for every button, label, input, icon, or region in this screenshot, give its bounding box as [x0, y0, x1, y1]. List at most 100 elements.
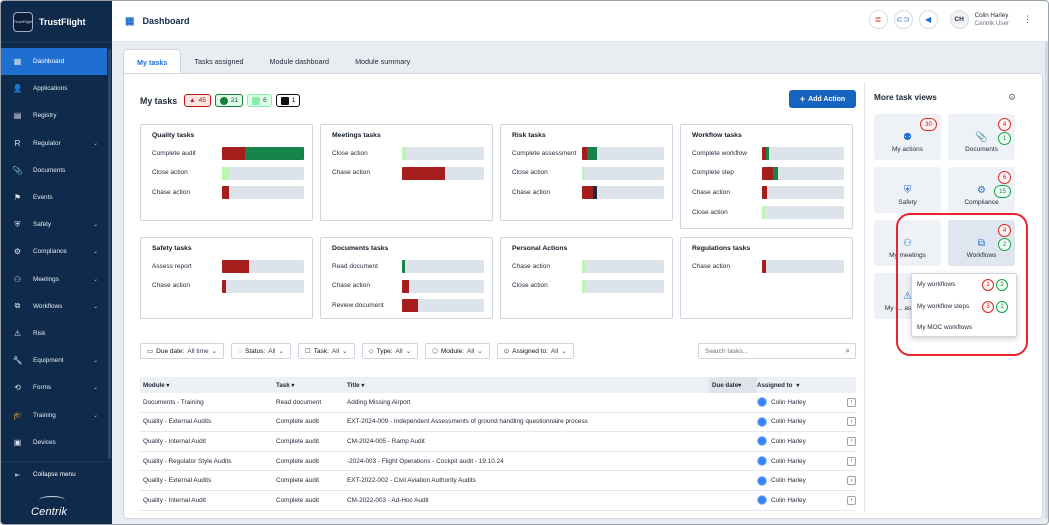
task-row[interactable]: Chase action [692, 260, 847, 273]
link-icon[interactable]: ⊂⊃ [893, 10, 913, 29]
task-row[interactable]: Close action [332, 147, 487, 160]
database-icon[interactable]: ≣ [868, 10, 888, 29]
sidebar-item-regulator[interactable]: R Regulator ⌄ [1, 130, 112, 157]
task-row[interactable]: Complete assessment [512, 147, 667, 160]
search-icon[interactable]: ⌕ [845, 346, 850, 355]
open-task-icon[interactable]: › [847, 456, 856, 466]
open-task-icon[interactable]: › [847, 417, 856, 427]
task-row[interactable]: Chase action [692, 186, 847, 200]
sidebar-item-equipment[interactable]: 🔧 Equipment ⌄ [1, 347, 112, 374]
task-progress-bar[interactable] [402, 279, 484, 293]
logo[interactable]: TrustFlight TrustFlight [1, 1, 112, 43]
filter-task[interactable]: ☐ Task: All ⌄ [297, 343, 355, 359]
column-header[interactable]: Assigned to ▾ [757, 382, 847, 389]
task-card[interactable]: Documents tasks Read document Chase action… [320, 237, 493, 319]
task-row[interactable]: Chase action [332, 166, 487, 180]
task-progress-bar[interactable] [582, 260, 664, 273]
task-row[interactable]: Close action [692, 205, 847, 219]
upcoming-badge[interactable]: 6 [247, 94, 272, 107]
sidebar-item-events[interactable]: ⚑ Events [1, 184, 112, 211]
task-row[interactable]: Chase action [512, 186, 667, 200]
open-task-icon[interactable]: › [847, 436, 856, 446]
open-task-icon[interactable]: › [847, 397, 856, 407]
megaphone-icon[interactable]: ◀ [918, 10, 938, 29]
view-tile-my-actions[interactable]: ⚉ My actions 30 [874, 114, 941, 160]
task-card[interactable]: Workflow tasks Complete workflow Complete … [680, 124, 853, 229]
sidebar-item-workflows[interactable]: ⧉ Workflows ⌄ [1, 293, 112, 320]
filter-assigned-to[interactable]: ⊙ Assigned to: All ⌄ [496, 343, 574, 359]
column-header[interactable]: Module ▾ [140, 382, 276, 389]
sidebar-scrollbar[interactable] [108, 49, 111, 459]
task-progress-bar[interactable] [402, 147, 484, 160]
task-progress-bar[interactable] [222, 260, 304, 273]
task-card[interactable]: Meetings tasks Close action Chase action [320, 124, 493, 221]
task-progress-bar[interactable] [582, 147, 664, 160]
task-row[interactable]: Close action [512, 279, 667, 293]
task-row[interactable]: Chase action [332, 279, 487, 293]
task-progress-bar[interactable] [762, 147, 844, 160]
sidebar-item-risk[interactable]: ⚠ Risk [1, 320, 112, 347]
sidebar-item-dashboard[interactable]: ▦ Dashboard [1, 48, 107, 76]
view-tile-safety[interactable]: ⛨ Safety [874, 167, 941, 213]
task-row[interactable]: Chase action [512, 260, 667, 273]
task-progress-bar[interactable] [582, 186, 664, 200]
on-track-badge[interactable]: 21 [214, 94, 244, 107]
task-row[interactable]: Complete step [692, 166, 847, 180]
filter-type[interactable]: ◇ Type: All ⌄ [361, 343, 419, 359]
add-action-button[interactable]: + Add Action [789, 90, 856, 108]
open-task-icon[interactable]: › [847, 495, 856, 505]
column-header[interactable]: Due date ▾ [709, 377, 757, 393]
tab-my-tasks[interactable]: My tasks [123, 49, 182, 74]
view-tile-workflows[interactable]: ⧉ Workflows 4 2 [948, 220, 1015, 266]
task-progress-bar[interactable] [222, 147, 304, 160]
table-row[interactable]: Quality - External Audits Complete audit E… [140, 413, 856, 433]
filter-due-date[interactable]: ▭ Due date: All time ⌄ [140, 343, 225, 359]
task-progress-bar[interactable] [582, 166, 664, 180]
sidebar-item-meetings[interactable]: ⚇ Meetings ⌄ [1, 266, 112, 293]
task-progress-bar[interactable] [222, 186, 304, 200]
sidebar-item-safety[interactable]: ⛨ Safety ⌄ [1, 211, 112, 238]
task-progress-bar[interactable] [762, 186, 844, 200]
other-badge[interactable]: 1 [275, 94, 301, 107]
task-progress-bar[interactable] [402, 299, 484, 313]
task-row[interactable]: Chase action [152, 279, 307, 293]
collapse-menu-button[interactable]: ⇤ Collapse menu [1, 461, 112, 487]
task-progress-bar[interactable] [222, 166, 304, 180]
task-card[interactable]: Safety tasks Assess report Chase action [140, 237, 313, 319]
task-row[interactable]: Close action [512, 166, 667, 180]
task-progress-bar[interactable] [762, 166, 844, 180]
filter-module[interactable]: ⬡ Module: All ⌄ [425, 343, 490, 359]
task-progress-bar[interactable] [762, 205, 844, 219]
overdue-badge[interactable]: ▲ 45 [184, 94, 211, 107]
task-row[interactable]: Review document [332, 299, 487, 313]
popup-item-my-workflows[interactable]: My workflows [917, 281, 956, 288]
sidebar-item-training[interactable]: 🎓 Training ⌄ [1, 401, 112, 428]
sidebar-item-documents[interactable]: 📎 Documents [1, 157, 112, 184]
column-header[interactable]: Task ▾ [276, 382, 347, 389]
tab-module-summary[interactable]: Module summary [355, 57, 411, 66]
task-row[interactable]: Chase action [152, 186, 307, 200]
task-progress-bar[interactable] [402, 166, 484, 180]
task-progress-bar[interactable] [402, 260, 484, 273]
avatar[interactable]: CH [949, 10, 969, 29]
view-tile-compliance[interactable]: ⚙ Compliance 6 15 [948, 167, 1015, 213]
table-row[interactable]: Documents - Training Read document Adding … [140, 393, 856, 413]
table-row[interactable]: Quality - External Audits Complete audit E… [140, 471, 856, 491]
column-header[interactable]: Title ▾ [347, 382, 709, 389]
sidebar-item-devices[interactable]: ▣ Devices [1, 429, 112, 456]
task-row[interactable]: Close action [152, 166, 307, 180]
sidebar-item-forms[interactable]: ⟲ Forms ⌄ [1, 374, 112, 401]
search-input[interactable]: Search tasks... ⌕ [698, 343, 856, 359]
sidebar-item-applications[interactable]: 👤 Applications [1, 75, 112, 102]
open-task-icon[interactable]: › [847, 476, 856, 486]
main-scrollbar[interactable] [1045, 41, 1048, 519]
table-row[interactable]: Quality - Internal Audit Complete audit CM… [140, 491, 856, 511]
task-card[interactable]: Personal Actions Chase action Close action [500, 237, 673, 319]
user-info[interactable]: Colin Harley Centrik User [975, 12, 1009, 28]
task-card[interactable]: Risk tasks Complete assessment Close actio… [500, 124, 673, 221]
table-row[interactable]: Quality - Regulator Style Audits Complete… [140, 452, 856, 472]
task-card[interactable]: Quality tasks Complete audit Close action C… [140, 124, 313, 221]
sidebar-item-compliance[interactable]: ⚙ Compliance ⌄ [1, 238, 112, 265]
view-tile-documents[interactable]: 📎 Documents 4 1 [948, 114, 1015, 160]
tab-module-dashboard[interactable]: Module dashboard [269, 57, 330, 66]
